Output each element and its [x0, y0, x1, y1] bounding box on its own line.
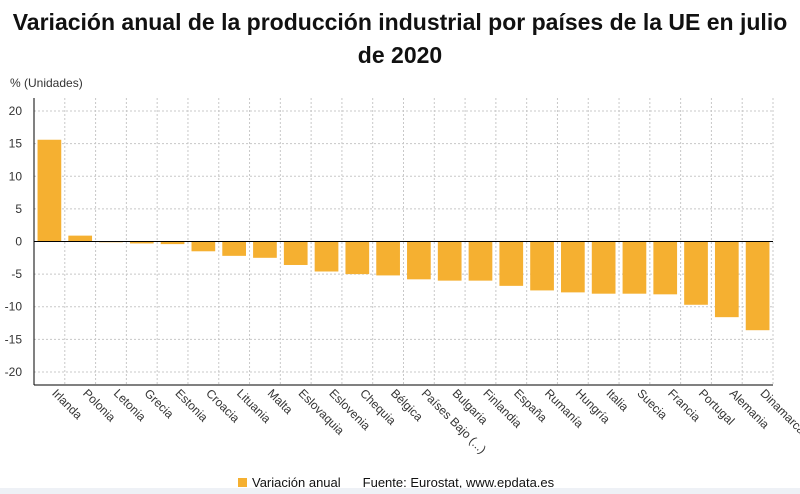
bar	[745, 241, 770, 331]
bar	[684, 241, 708, 305]
bar	[37, 139, 62, 242]
bar	[68, 235, 93, 242]
y-tick-label: -10	[5, 300, 23, 314]
bar	[314, 241, 339, 272]
x-tick-label: Grecia	[142, 386, 177, 421]
bar	[653, 241, 678, 295]
bar	[160, 241, 185, 245]
source-note: Fuente: Eurostat, www.epdata.es	[362, 475, 555, 490]
bar	[407, 241, 431, 280]
chart-title: Variación anual de la producción industr…	[12, 9, 788, 68]
bar	[129, 241, 154, 244]
x-tick-label: Polonia	[80, 386, 118, 424]
bar	[283, 241, 308, 265]
footer-band	[0, 488, 800, 494]
x-tick-label: Francia	[665, 386, 703, 424]
bar	[560, 241, 585, 293]
bar	[530, 241, 554, 291]
y-axis-label: % (Unidades)	[10, 76, 83, 90]
y-tick-label: -20	[5, 365, 23, 379]
x-tick-label: Suecia	[634, 386, 670, 422]
y-tick-label: 0	[15, 235, 22, 249]
bar	[622, 241, 647, 294]
y-tick-label: 10	[9, 169, 23, 183]
bar	[437, 241, 462, 281]
bar	[376, 241, 400, 276]
legend-swatch	[238, 478, 247, 487]
y-tick-label: 20	[9, 104, 23, 118]
bar	[253, 241, 277, 258]
bar	[468, 241, 493, 281]
y-tick-label: -15	[5, 332, 23, 346]
bar	[499, 241, 524, 286]
y-tick-label: 15	[9, 137, 23, 151]
bar	[222, 241, 247, 256]
legend-label: Variación anual	[252, 475, 341, 490]
bar	[714, 241, 739, 318]
x-tick-label: Irlanda	[49, 386, 85, 422]
bar	[591, 241, 616, 294]
x-tick-label: Estonia	[172, 386, 210, 424]
y-tick-label: -5	[11, 267, 22, 281]
x-tick-label: Letonia	[111, 386, 149, 424]
legend: Variación anual Fuente: Eurostat, www.ep…	[238, 475, 554, 490]
bar	[191, 241, 216, 252]
bar	[345, 241, 370, 275]
y-tick-label: 5	[15, 202, 22, 216]
